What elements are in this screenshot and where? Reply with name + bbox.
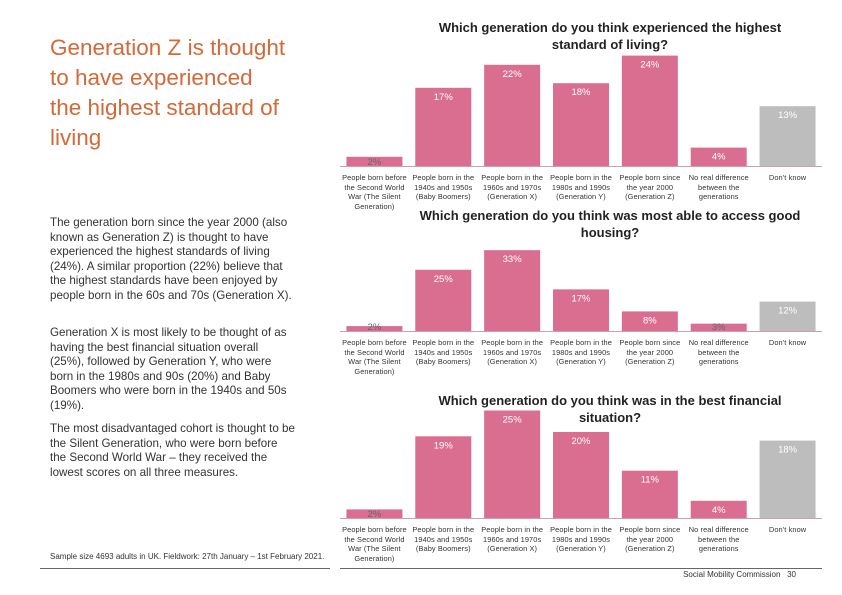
data-label: 3% bbox=[712, 322, 726, 332]
category-label: People born before the Second World War … bbox=[342, 173, 407, 211]
footer: Social Mobility Commission 30 bbox=[683, 570, 796, 579]
bar-1 bbox=[346, 326, 403, 331]
bar-3 bbox=[484, 410, 541, 518]
bar-6 bbox=[690, 323, 747, 331]
data-label: 2% bbox=[368, 157, 382, 167]
category-label: People born in the 1940s and 1950s (Baby… bbox=[412, 525, 475, 554]
category-label: No real difference between the generatio… bbox=[688, 173, 749, 202]
chart-financial-situation: 2% 19% 25% 20% 11% 4% 18% People born before t… bbox=[340, 400, 822, 563]
category-label: People born since the year 2000 (Generat… bbox=[619, 173, 681, 202]
bar-1 bbox=[346, 156, 403, 166]
bar-7 bbox=[759, 106, 816, 166]
paragraph-standard-of-living: The generation born since the year 2000 … bbox=[50, 216, 292, 302]
category-label: People born in the 1960s and 1970s (Gene… bbox=[481, 338, 544, 367]
bar-2 bbox=[415, 436, 472, 518]
chart3-categories: People born before the Second World War … bbox=[340, 519, 822, 563]
chart2-title: Which generation do you think was most a… bbox=[419, 208, 801, 240]
category-label: People born in the 1980s and 1990s (Gene… bbox=[550, 525, 612, 554]
bar-2 bbox=[415, 87, 472, 166]
data-label: 4% bbox=[712, 505, 726, 516]
bar-3 bbox=[484, 64, 541, 166]
bar-5 bbox=[621, 311, 678, 331]
data-label: 18% bbox=[778, 445, 798, 456]
data-label: 25% bbox=[434, 274, 454, 285]
category-label: People born before the Second World War … bbox=[342, 525, 407, 563]
chart3-plot: 2% 19% 25% 20% 11% 4% 18% bbox=[340, 410, 822, 519]
data-label: 20% bbox=[571, 436, 591, 447]
category-label: People born in the 1940s and 1950s (Baby… bbox=[412, 338, 475, 367]
chart-standard-of-living: 2% 17% 22% 18% 24% 4% 13% People born before t… bbox=[340, 40, 822, 211]
bar-4 bbox=[553, 83, 609, 166]
category-label: Don't know bbox=[768, 338, 807, 347]
bar-1 bbox=[346, 509, 403, 518]
data-label: 18% bbox=[571, 87, 591, 98]
category-label: People born before the Second World War … bbox=[342, 338, 407, 376]
chart1-categories: People born before the Second World War … bbox=[340, 167, 822, 211]
data-label: 25% bbox=[503, 415, 523, 426]
sample-note: Sample size 4693 adults in UK. Fieldwork… bbox=[50, 552, 325, 561]
page-number: 30 bbox=[787, 570, 796, 579]
chart2-plot: 2% 25% 33% 17% 8% 3% 12% bbox=[340, 250, 822, 332]
category-label: Don't know bbox=[768, 525, 807, 534]
data-label: 4% bbox=[712, 152, 726, 163]
data-label: 17% bbox=[434, 92, 454, 103]
bar-4 bbox=[553, 432, 609, 518]
data-label: 12% bbox=[778, 306, 798, 317]
bar-4 bbox=[553, 289, 609, 331]
category-label: Don't know bbox=[768, 173, 807, 182]
category-label: People born in the 1960s and 1970s (Gene… bbox=[481, 525, 544, 554]
bar-5 bbox=[621, 470, 678, 518]
bar-6 bbox=[690, 147, 747, 166]
chart1-plot: 2% 17% 22% 18% 24% 4% 13% bbox=[340, 55, 822, 167]
data-label: 8% bbox=[643, 315, 657, 326]
chart3-title: Which generation do you think was in the… bbox=[438, 393, 782, 425]
bar-5 bbox=[621, 55, 678, 166]
data-label: 11% bbox=[641, 475, 660, 486]
category-label: People born in the 1940s and 1950s (Baby… bbox=[412, 173, 475, 202]
divider-left bbox=[40, 568, 330, 569]
footer-org: Social Mobility Commission bbox=[683, 570, 781, 579]
category-label: People born since the year 2000 (Generat… bbox=[619, 338, 681, 367]
bar-7 bbox=[759, 440, 816, 518]
category-label: People born in the 1960s and 1970s (Gene… bbox=[481, 173, 544, 202]
category-label: People born in the 1980s and 1990s (Gene… bbox=[550, 173, 612, 202]
category-label: No real difference between the generatio… bbox=[688, 338, 749, 367]
divider-right bbox=[340, 568, 822, 569]
paragraph-disadvantaged: The most disadvantaged cohort is thought… bbox=[50, 422, 295, 479]
category-label: People born since the year 2000 (Generat… bbox=[619, 525, 681, 554]
data-label: 2% bbox=[368, 322, 382, 332]
data-label: 19% bbox=[434, 440, 454, 451]
data-label: 24% bbox=[640, 60, 660, 71]
data-label: 22% bbox=[503, 69, 523, 80]
bar-3 bbox=[484, 250, 541, 331]
data-label: 13% bbox=[778, 110, 798, 121]
data-label: 17% bbox=[571, 293, 591, 304]
data-label: 2% bbox=[368, 509, 382, 519]
bar-7 bbox=[759, 301, 816, 331]
bar-2 bbox=[415, 269, 472, 331]
data-label: 33% bbox=[503, 254, 523, 265]
category-label: No real difference between the generatio… bbox=[688, 525, 749, 554]
chart1-title: Which generation do you think experience… bbox=[438, 20, 782, 52]
paragraph-financial: Generation X is most likely to be though… bbox=[50, 326, 287, 412]
chart-good-housing: 2% 25% 33% 17% 8% 3% 12% People born before th… bbox=[340, 240, 822, 376]
slide-heading: Generation Z is thought to have experien… bbox=[50, 35, 286, 150]
category-label: People born in the 1980s and 1990s (Gene… bbox=[550, 338, 612, 367]
chart2-categories: People born before the Second World War … bbox=[340, 332, 822, 376]
bar-6 bbox=[690, 500, 747, 518]
